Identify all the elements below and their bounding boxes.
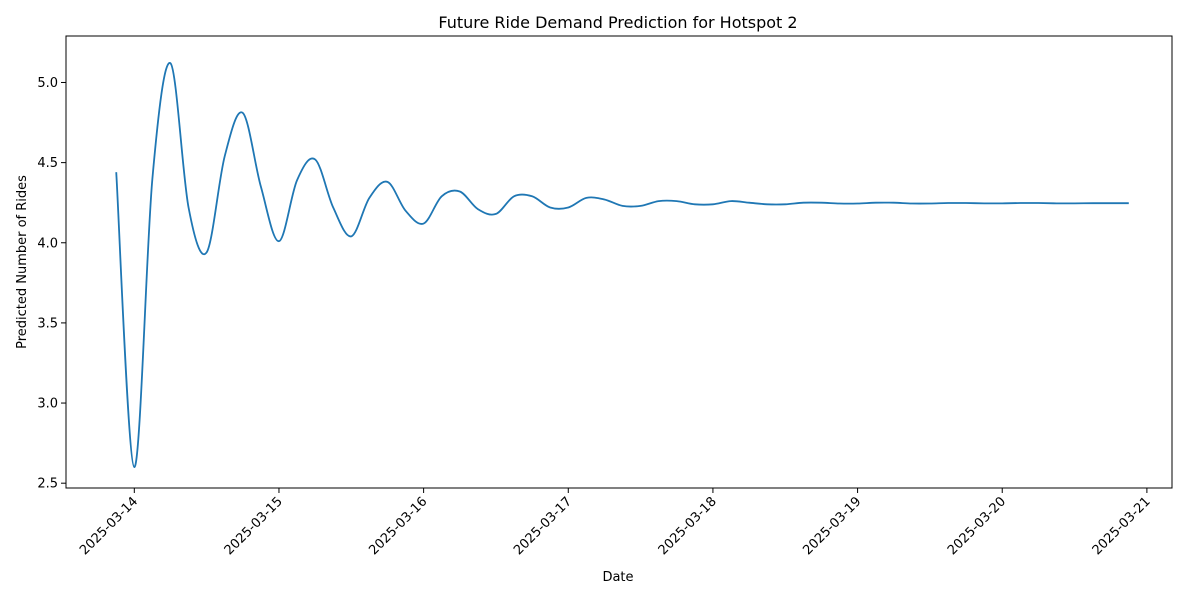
y-axis: 2.5 3.0 3.5 4.0 4.5 5.0 <box>37 76 66 492</box>
y-tick-label: 2.5 <box>37 477 58 492</box>
prediction-line <box>115 62 1129 469</box>
y-tick-label: 3.0 <box>37 397 58 412</box>
x-tick-label: 2025-03-20 <box>945 494 1009 558</box>
x-axis: 2025-03-14 2025-03-15 2025-03-16 2025-03-17… <box>77 488 1154 558</box>
y-tick-label: 3.5 <box>37 316 58 331</box>
y-tick-label: 4.0 <box>37 236 58 251</box>
x-tick-label: 2025-03-14 <box>77 494 141 558</box>
x-tick-label: 2025-03-17 <box>511 494 575 558</box>
y-tick-label: 5.0 <box>37 76 58 91</box>
x-tick-label: 2025-03-18 <box>656 494 720 558</box>
y-tick-label: 4.5 <box>37 156 58 171</box>
x-tick-label: 2025-03-15 <box>222 494 286 558</box>
x-axis-label: Date <box>602 570 633 585</box>
x-tick-label: 2025-03-19 <box>800 494 864 558</box>
chart-title: Future Ride Demand Prediction for Hotspo… <box>438 13 797 32</box>
x-tick-label: 2025-03-16 <box>366 494 430 558</box>
plot-frame <box>65 35 1173 489</box>
x-tick-label: 2025-03-21 <box>1090 494 1154 558</box>
y-axis-label: Predicted Number of Rides <box>15 175 30 349</box>
